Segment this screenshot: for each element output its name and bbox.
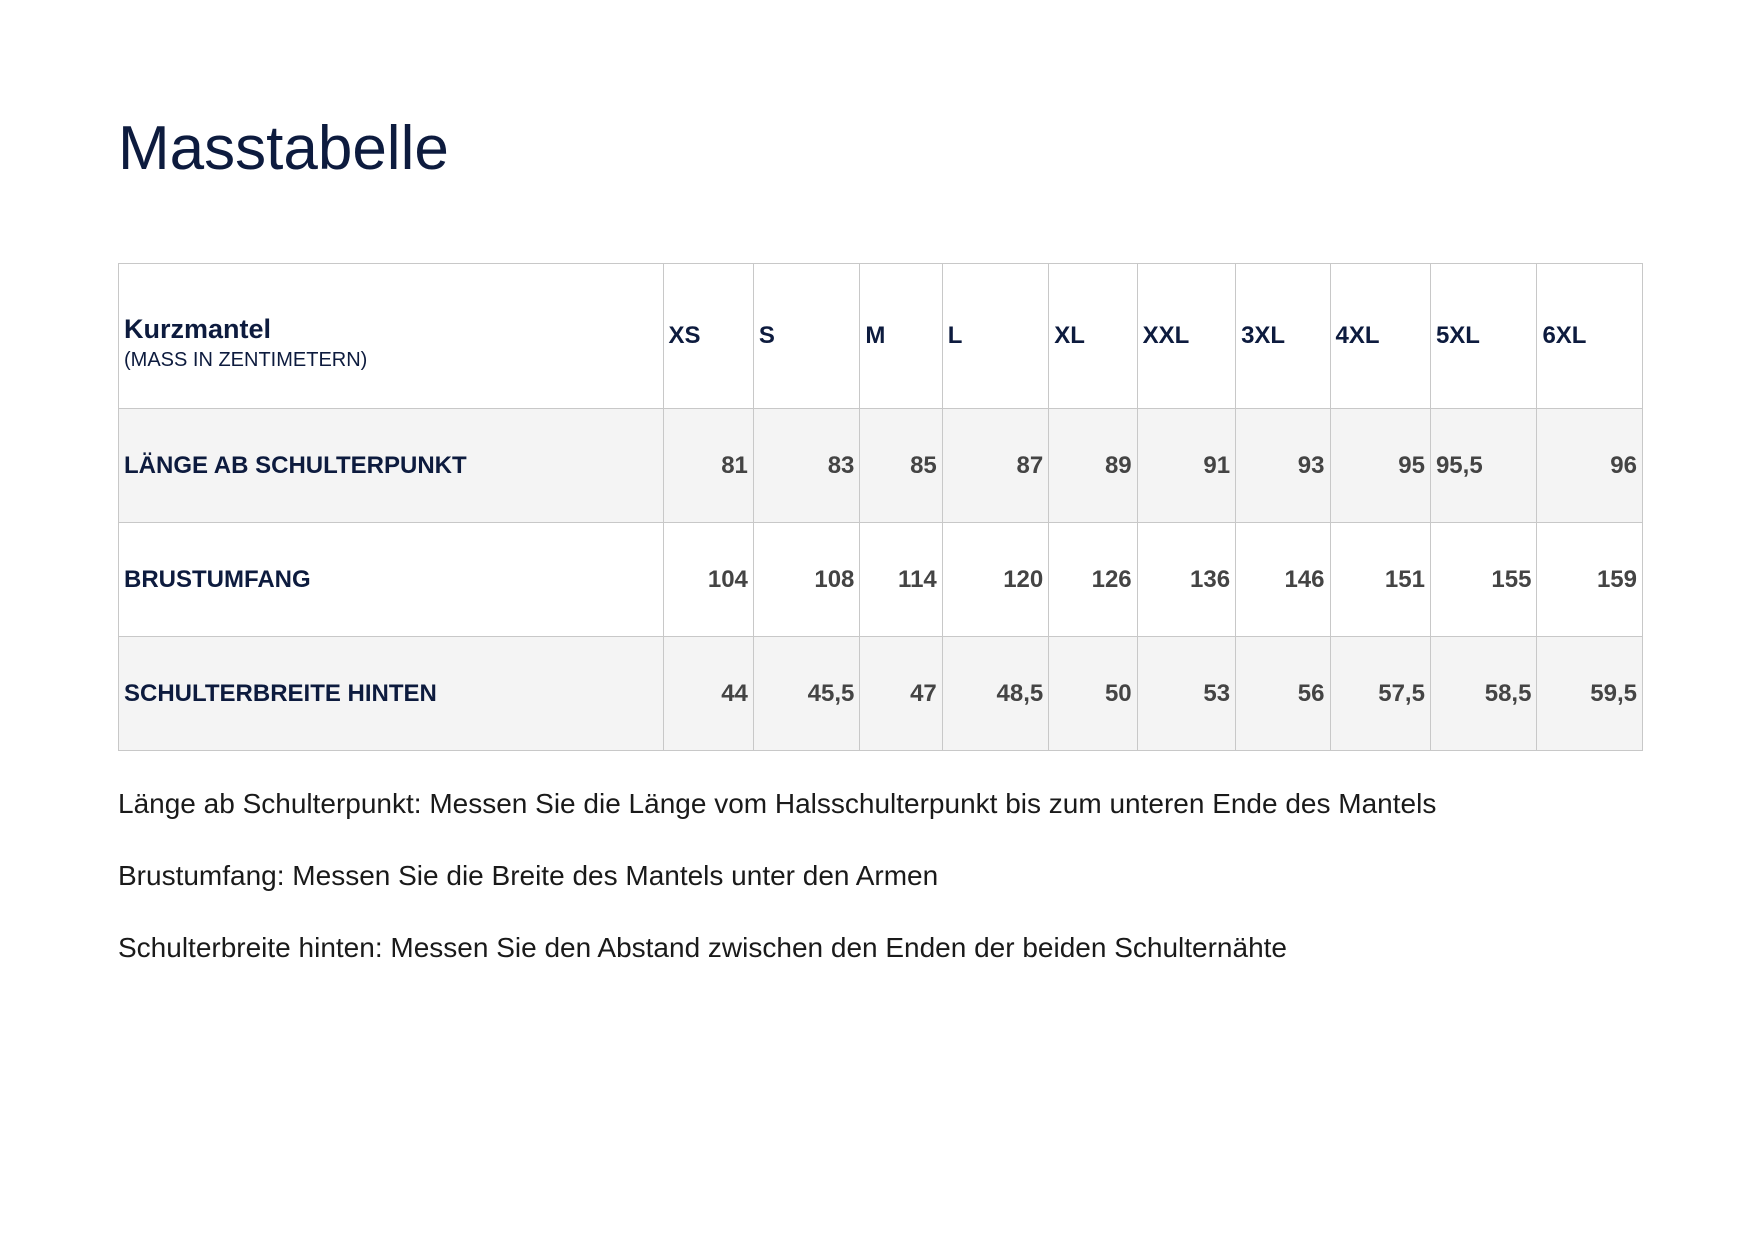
size-header: 6XL: [1536, 263, 1643, 409]
table-cell: 87: [941, 408, 1050, 523]
table-cell: 96: [1536, 408, 1643, 523]
table-cell: 120: [941, 522, 1050, 637]
table-cell: 59,5: [1536, 636, 1643, 751]
table-cell: 48,5: [941, 636, 1050, 751]
table-cell: 151: [1329, 522, 1431, 637]
table-cell: 44: [662, 636, 754, 751]
row-label: SCHULTERBREITE HINTEN: [118, 636, 664, 751]
table-cell: 85: [859, 408, 943, 523]
table-header-row: Kurzmantel (MASS IN ZENTIMETERN) XS S M …: [118, 263, 1643, 409]
page-title: Masstabelle: [118, 114, 449, 183]
row-label: LÄNGE AB SCHULTERPUNKT: [118, 408, 664, 523]
table-cell: 95: [1329, 408, 1431, 523]
size-header: XXL: [1136, 263, 1237, 409]
size-header: 4XL: [1329, 263, 1431, 409]
table-cell: 93: [1235, 408, 1331, 523]
note-chest: Brustumfang: Messen Sie die Breite des M…: [118, 860, 939, 891]
table-cell: 58,5: [1429, 636, 1538, 751]
table-cell: 57,5: [1329, 636, 1431, 751]
table-cell: 89: [1048, 408, 1138, 523]
size-header: 3XL: [1235, 263, 1331, 409]
table-cell: 50: [1048, 636, 1138, 751]
table-row: LÄNGE AB SCHULTERPUNKT 81 83 85 87 89 91…: [118, 408, 1643, 523]
table-cell: 104: [662, 522, 754, 637]
note-length: Länge ab Schulterpunkt: Messen Sie die L…: [118, 788, 1437, 819]
table-cell: 53: [1136, 636, 1237, 751]
table-cell: 108: [752, 522, 861, 637]
table-row: BRUSTUMFANG 104 108 114 120 126 136 146 …: [118, 522, 1643, 637]
table-cell: 56: [1235, 636, 1331, 751]
table-cell: 47: [859, 636, 943, 751]
table-cell: 136: [1136, 522, 1237, 637]
table-cell: 95,5: [1429, 408, 1538, 523]
size-header: 5XL: [1429, 263, 1538, 409]
table-title: Kurzmantel: [124, 314, 272, 344]
table-row: SCHULTERBREITE HINTEN 44 45,5 47 48,5 50…: [118, 636, 1643, 751]
table-cell: 155: [1429, 522, 1538, 637]
table-cell: 126: [1048, 522, 1138, 637]
size-table: Kurzmantel (MASS IN ZENTIMETERN) XS S M …: [118, 263, 1643, 751]
table-cell: 91: [1136, 408, 1237, 523]
table-cell: 146: [1235, 522, 1331, 637]
size-header: L: [941, 263, 1050, 409]
table-unit-note: (MASS IN ZENTIMETERN): [124, 349, 368, 371]
table-cell: 83: [752, 408, 861, 523]
table-header-label: Kurzmantel (MASS IN ZENTIMETERN): [118, 263, 664, 409]
size-header: M: [859, 263, 943, 409]
table-cell: 81: [662, 408, 754, 523]
size-header: S: [752, 263, 861, 409]
note-shoulder: Schulterbreite hinten: Messen Sie den Ab…: [118, 932, 1287, 963]
size-header: XL: [1048, 263, 1138, 409]
measurement-notes: Länge ab Schulterpunkt: Messen Sie die L…: [118, 790, 1648, 1006]
table-cell: 114: [859, 522, 943, 637]
table-cell: 45,5: [752, 636, 861, 751]
size-header: XS: [662, 263, 754, 409]
row-label: BRUSTUMFANG: [118, 522, 664, 637]
table-cell: 159: [1536, 522, 1643, 637]
